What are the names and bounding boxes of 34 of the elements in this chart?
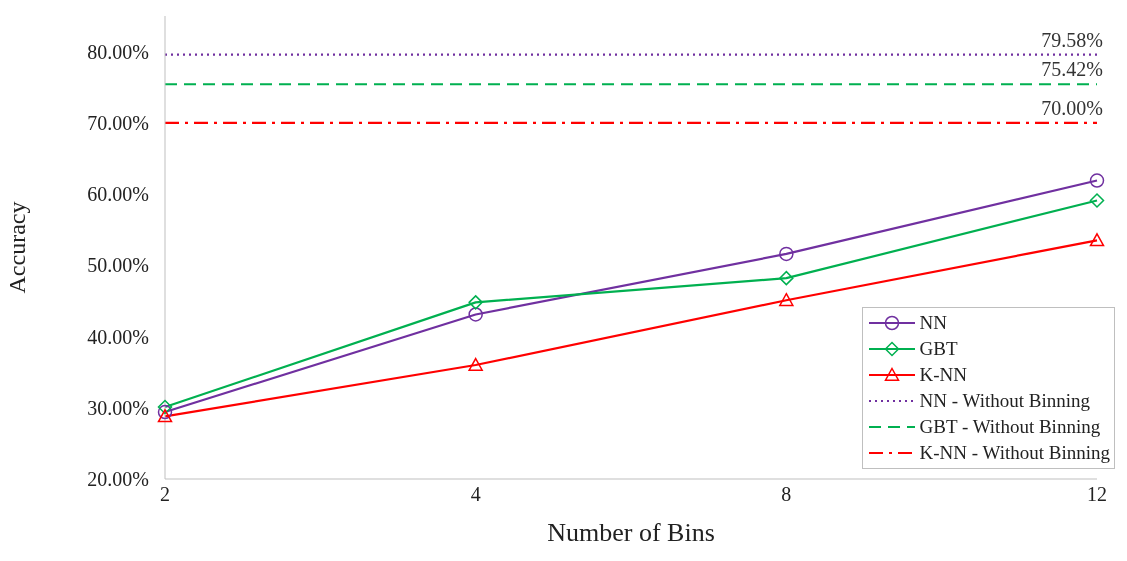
point: [1089, 193, 1105, 208]
y-tick-label: 50.00%: [87, 254, 149, 277]
legend-label: K-NN - Without Binning: [919, 442, 1110, 464]
data-label: 75.42%: [1041, 58, 1103, 81]
point: [468, 295, 483, 310]
y-tick-label: 60.00%: [87, 183, 149, 206]
x-tick-label: 2: [160, 483, 170, 506]
y-tick-label: 40.00%: [87, 325, 149, 348]
legend-label: GBT: [919, 338, 958, 360]
y-tick-label: 70.00%: [87, 111, 149, 134]
point: [157, 404, 173, 420]
data-label: 70.00%: [1041, 96, 1103, 119]
legend-label: GBT - Without Binning: [919, 416, 1101, 438]
y-tick-label: 20.00%: [87, 468, 149, 491]
x-tick-label: 8: [781, 483, 792, 506]
y-tick-label: 80.00%: [87, 40, 149, 63]
y-axis-title: Accuracy: [3, 201, 30, 294]
point: [157, 399, 173, 415]
x-axis-title: Number of Bins: [547, 518, 715, 547]
x-tick-label: 4: [470, 483, 481, 506]
point: [1089, 173, 1105, 188]
data-label: 79.58%: [1041, 28, 1103, 51]
point: [779, 246, 794, 262]
x-tick-label: 12: [1087, 483, 1107, 506]
legend-label: NN - Without Binning: [919, 390, 1090, 412]
point: [779, 292, 794, 307]
point: [468, 357, 483, 371]
point: [1089, 233, 1105, 247]
point: [157, 409, 173, 423]
legend-label: NN: [919, 312, 947, 334]
point: [468, 307, 483, 322]
legend-label: K-NN: [919, 364, 968, 386]
y-tick-label: 30.00%: [87, 396, 149, 419]
point: [779, 270, 794, 286]
